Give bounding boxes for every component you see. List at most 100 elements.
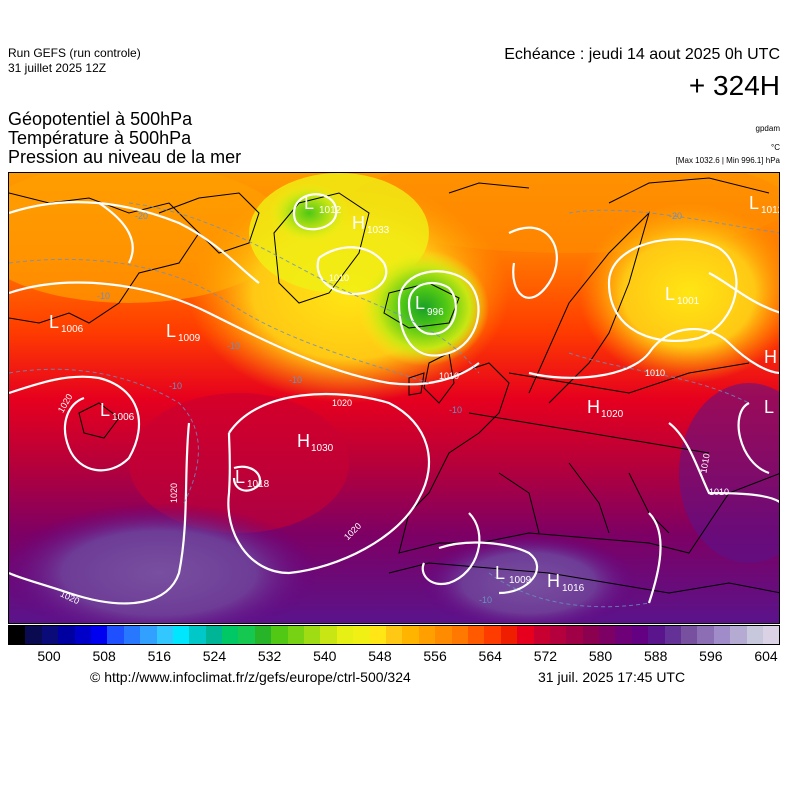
color-swatch [615, 626, 632, 644]
svg-text:L: L [495, 563, 505, 583]
color-swatch [500, 626, 518, 644]
unit-temperature: °C [771, 143, 780, 152]
color-scale-tick: 596 [699, 648, 723, 664]
high-center: H [764, 347, 777, 367]
color-swatch [762, 626, 780, 644]
svg-text:1020: 1020 [332, 398, 352, 408]
color-swatch [25, 626, 42, 644]
color-scale-bar [8, 625, 780, 645]
weather-map: L 1012 H 1033 L 996 L 1006 L 1009 L 1006 H 1030… [8, 172, 780, 624]
svg-text:-10: -10 [289, 375, 302, 385]
param-pressure: Pression au niveau de la mer [8, 147, 242, 167]
color-swatch [320, 626, 337, 644]
color-scale-tick: 572 [533, 648, 558, 664]
color-scale-tick: 564 [478, 648, 502, 664]
param-temperature: Température à 500hPa [8, 128, 192, 148]
run-date: 31 juillet 2025 12Z [8, 61, 107, 75]
color-swatch [9, 626, 26, 644]
high-center: H 1020 [587, 397, 624, 420]
color-swatch [41, 626, 59, 644]
color-swatch [287, 626, 305, 644]
svg-text:1033: 1033 [367, 225, 390, 236]
color-swatch [730, 626, 747, 644]
run-title: Run GEFS (run controle) [8, 46, 141, 60]
svg-text:996: 996 [427, 307, 444, 318]
svg-text:L: L [764, 397, 774, 417]
low-center: L 996 [415, 293, 444, 318]
svg-text:1001: 1001 [677, 296, 700, 307]
svg-text:1010: 1010 [709, 487, 729, 497]
color-swatch [697, 626, 714, 644]
unit-geopotential: gpdam [755, 124, 780, 133]
color-swatch [336, 626, 354, 644]
color-swatch [156, 626, 173, 644]
svg-text:L: L [235, 467, 245, 487]
color-swatch [418, 626, 436, 644]
low-center: L 1009 [495, 563, 532, 586]
color-swatch [517, 626, 534, 644]
color-swatch [599, 626, 616, 644]
isotherms [9, 202, 779, 608]
color-swatch [74, 626, 91, 644]
svg-text:H: H [547, 571, 560, 591]
svg-text:1010: 1010 [645, 368, 665, 378]
svg-text:L: L [749, 193, 759, 213]
svg-text:H: H [764, 347, 777, 367]
unit-pressure: [Max 1032.6 | Min 996.1] hPa [675, 156, 780, 165]
svg-text:1009: 1009 [178, 333, 201, 344]
color-swatch [123, 626, 141, 644]
generation-time: 31 juil. 2025 17:45 UTC [538, 669, 686, 685]
color-swatch [631, 626, 649, 644]
svg-text:L: L [304, 193, 314, 213]
color-scale-tick: 508 [92, 648, 116, 664]
param-geopotential: Géopotentiel à 500hPa [8, 109, 193, 129]
color-scale-ticks: 500 508 516 524 532 540 548 556 564 572 580 588 596 6… [8, 648, 780, 664]
color-swatch [107, 626, 124, 644]
color-scale-tick: 588 [644, 648, 668, 664]
high-center: H 1016 [547, 571, 585, 594]
color-swatch [222, 626, 239, 644]
high-center: H 1033 [352, 213, 390, 236]
isotherm-labels: -20 -20 -10 -10 -10 -10 -10 -10 [97, 211, 682, 605]
forecast-valid-time: Echéance : jeudi 14 aout 2025 0h UTC [504, 46, 780, 63]
svg-text:1020: 1020 [601, 409, 624, 420]
low-center: L 1012 [304, 193, 342, 216]
svg-text:-10: -10 [227, 341, 240, 351]
color-swatch [549, 626, 567, 644]
low-center: L 1006 [49, 312, 84, 335]
color-scale-tick: 540 [313, 648, 337, 664]
color-scale-tick: 548 [368, 648, 392, 664]
color-scale-tick: 524 [202, 648, 227, 664]
svg-text:1018: 1018 [247, 479, 270, 490]
svg-text:1030: 1030 [311, 443, 334, 454]
color-swatch [664, 626, 682, 644]
color-swatch [582, 626, 600, 644]
color-swatch [238, 626, 255, 644]
svg-text:1010: 1010 [698, 453, 711, 474]
svg-text:L: L [100, 400, 110, 420]
color-swatch [566, 626, 583, 644]
color-swatch [172, 626, 190, 644]
lead-time: + 324H [688, 70, 780, 101]
svg-text:1016: 1016 [562, 583, 585, 594]
low-center: L 1018 [235, 467, 270, 490]
color-swatch [369, 626, 386, 644]
svg-text:L: L [415, 293, 425, 313]
low-center: L [764, 397, 774, 417]
svg-text:L: L [49, 312, 59, 332]
color-swatch [484, 626, 501, 644]
source-url: © http://www.infoclimat.fr/z/gefs/europe… [90, 669, 411, 685]
color-swatch [271, 626, 288, 644]
color-swatch [467, 626, 485, 644]
svg-text:L: L [665, 284, 675, 304]
svg-text:1012: 1012 [761, 205, 780, 216]
svg-text:-20: -20 [135, 211, 148, 221]
color-swatch [304, 626, 321, 644]
color-scale-tick: 580 [588, 648, 613, 664]
svg-text:H: H [352, 213, 365, 233]
svg-text:L: L [166, 321, 176, 341]
svg-text:1010: 1010 [439, 371, 459, 381]
color-swatch [58, 626, 75, 644]
svg-text:-10: -10 [479, 595, 492, 605]
svg-text:-10: -10 [169, 381, 182, 391]
